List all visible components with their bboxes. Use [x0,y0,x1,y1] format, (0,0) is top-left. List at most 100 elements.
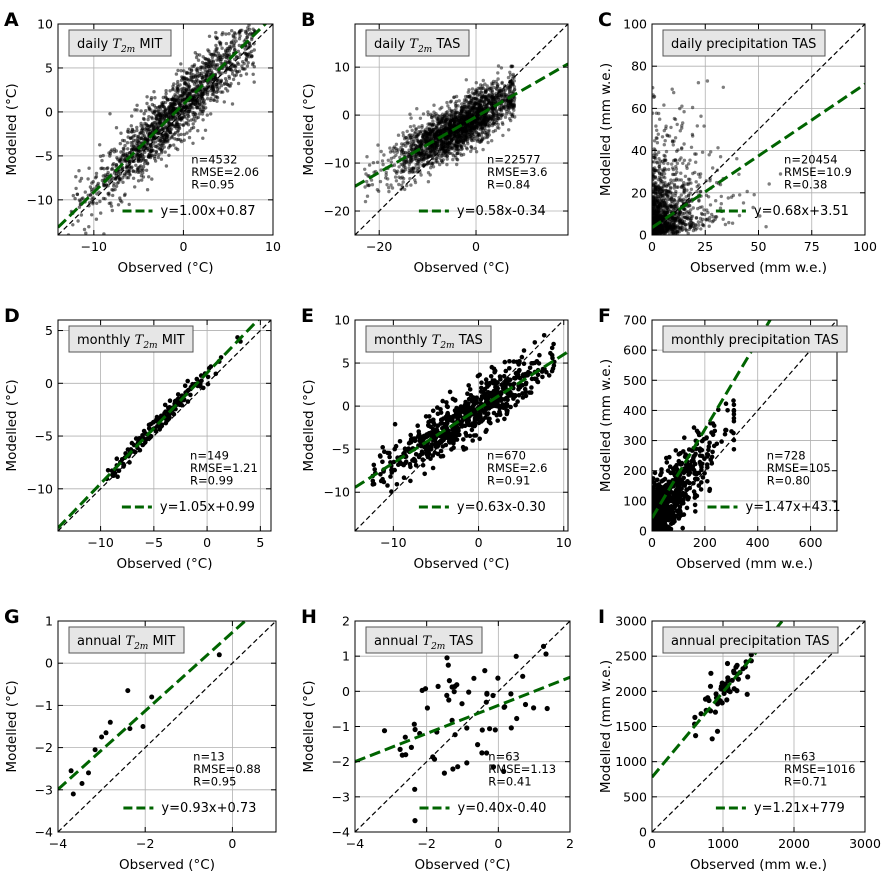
data-point [445,113,449,117]
data-point [668,186,673,191]
data-point [206,48,210,52]
data-point [215,36,219,40]
data-point [689,208,693,212]
data-point [191,117,196,121]
data-point [138,170,142,174]
data-point [423,139,428,144]
data-point [186,119,191,123]
data-point [652,139,657,143]
data-point [462,134,466,139]
data-point [144,109,148,113]
data-point [444,121,448,125]
y-tick-label: −10 [27,192,53,207]
data-point [228,67,232,72]
axes-frame [354,23,569,236]
data-point [411,167,415,171]
data-point [684,223,688,227]
data-point [654,168,659,173]
data-point [657,157,661,161]
x-tick-label: 100 [853,239,877,254]
data-point [692,226,697,230]
data-point [385,183,389,187]
data-point [215,46,219,51]
data-point [204,72,209,77]
data-point [679,171,683,175]
data-point [153,96,157,100]
data-point [674,231,678,235]
data-point [182,138,186,142]
data-point [231,9,234,12]
data-point [490,92,494,96]
data-point [145,123,150,128]
data-point [480,100,485,104]
data-point [118,141,123,146]
data-point [496,77,500,81]
data-point [157,152,161,157]
data-point [672,139,676,143]
data-point [137,140,141,144]
data-point [401,131,405,135]
data-point [400,142,404,146]
data-point [142,161,147,166]
data-point [159,105,163,109]
stat-r: R=0.38 [784,177,827,191]
data-point [475,110,479,114]
data-point [469,129,473,133]
data-point [164,89,168,93]
data-point [486,140,490,145]
data-point [223,77,228,81]
data-point [689,181,693,185]
data-point [458,137,462,141]
data-point [395,171,399,175]
data-point [453,145,457,149]
data-point [135,103,139,108]
data-point [218,59,223,64]
data-point [434,137,438,142]
data-point [656,178,661,182]
data-point [458,132,463,136]
data-point [652,86,655,90]
data-point [663,139,667,143]
y-tick-label: 20 [631,185,647,200]
data-point [488,119,492,123]
y-tick-label: 10 [334,60,350,75]
data-point [492,107,496,111]
data-point [233,74,237,78]
data-point [472,134,476,139]
data-point [439,138,443,143]
data-point [369,178,374,182]
data-point [249,20,252,23]
data-point [371,161,376,165]
data-point [253,4,256,7]
data-point [499,116,503,121]
data-point [94,174,99,179]
fit-line [652,82,865,229]
x-tick-label: 75 [804,239,820,254]
data-point [230,29,234,33]
data-point [662,153,666,158]
data-point [428,145,432,150]
data-point [402,137,407,141]
data-point [652,199,655,203]
data-point [512,100,516,104]
data-point [405,129,409,133]
data-point [84,231,88,235]
data-point [180,108,184,112]
stat-n: n=20454 [784,152,838,166]
data-point [664,149,669,154]
data-point [738,193,742,197]
data-point [363,185,367,189]
data-point [106,192,110,196]
data-point [697,198,701,202]
data-point [474,130,479,134]
data-point [203,128,208,132]
data-point [135,128,139,133]
data-point [117,178,122,182]
data-point [401,176,406,181]
data-point [675,201,680,205]
data-point [463,137,468,142]
data-point [758,214,762,218]
data-point [496,64,501,68]
data-point [503,115,508,119]
data-point [669,178,673,182]
